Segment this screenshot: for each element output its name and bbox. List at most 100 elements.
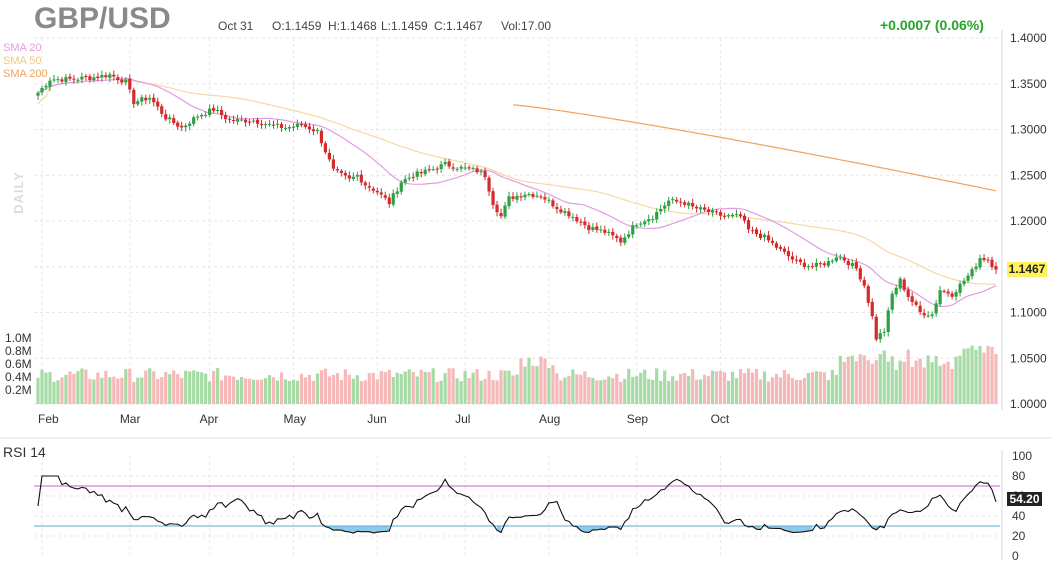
candle-body [287,127,292,129]
candle-body [383,195,387,198]
candle-body [563,211,567,214]
volume-bar [36,377,40,404]
volume-bar [523,366,527,404]
candle-body [475,168,479,173]
volume-bar [515,374,519,404]
volume-bar [291,379,296,404]
volume-bar [882,350,886,404]
volume-bar [263,378,268,404]
volume-bar [192,370,196,404]
candle-body [695,206,699,209]
candle-body [651,219,655,221]
candle-body [627,234,631,238]
candle-body [986,259,990,261]
candle-body [267,123,272,125]
candle-body [339,170,343,173]
volume-bar [144,370,148,404]
volume-bar [958,355,962,404]
candle-body [790,256,795,260]
volume-bar [707,376,711,404]
volume-bar [231,376,236,404]
volume-bar [427,372,431,404]
volume-bar [695,379,699,404]
candle-body [738,214,743,217]
candle-body [443,162,447,165]
candle-body [707,209,711,213]
price-change: +0.0007 (0.06%) [880,17,984,33]
sma-200-line [512,104,997,192]
volume-bar [579,374,583,404]
volume-bar [423,371,427,404]
candle-body [810,266,814,268]
candle-body [898,278,902,289]
price-tick-label: 1.1000 [1010,306,1047,320]
candle-body [595,226,599,230]
candle-body [870,301,874,317]
candle-body [710,210,715,213]
volume-readout: Vol:17.00 [501,19,552,33]
candle-body [527,194,531,196]
candle-body [251,120,256,122]
volume-bar [842,361,846,404]
volume-bar [88,378,92,404]
volume-bar [375,379,379,404]
candle-body [798,259,803,263]
candle-body [263,124,268,126]
volume-bar [247,378,252,404]
volume-bar [962,348,966,404]
volume-bar [555,373,559,404]
volume-bar [383,372,387,404]
candle-body [758,233,763,238]
volume-bar [906,349,910,404]
volume-bar [663,370,667,404]
volume-bar [742,373,747,404]
candle-body [571,216,575,218]
volume-bar [112,376,116,404]
volume-tick-label: 0.2M [5,383,32,397]
volume-bar [870,363,874,404]
price-tick-label: 1.0000 [1010,397,1047,411]
volume-bar [259,379,264,404]
candle-body [543,197,547,200]
volume-bar [543,358,547,404]
volume-bar [495,380,499,404]
volume-bar [419,369,423,404]
volume-bar [104,370,108,404]
volume-bar [974,349,978,404]
low-readout: L:1.1459 [381,19,428,33]
candle-body [164,114,168,120]
candle-body [523,194,527,198]
high-readout: H:1.1468 [328,19,377,33]
volume-bar [499,370,503,404]
volume-bar [539,356,543,404]
candle-body [144,97,148,101]
candle-body [782,248,787,252]
volume-bar [164,372,168,404]
candle-body [994,266,998,270]
candle-body [607,231,611,233]
volume-bar [703,374,707,404]
volume-bar [463,370,467,404]
month-tick-label: May [283,412,306,426]
candle-body [890,293,894,310]
candle-body [124,79,128,83]
volume-bar [72,373,76,404]
volume-bar [890,356,894,404]
volume-bar [575,374,579,404]
candle-body [295,123,300,127]
month-tick-label: Jun [367,412,386,426]
candle-body [854,262,858,269]
candle-body [315,129,320,132]
volume-bar [415,376,419,404]
volume-tick-label: 1.0M [5,331,32,345]
volume-bar [471,372,475,404]
volume-bar [176,374,180,404]
volume-bar [994,354,998,404]
volume-bar [766,381,771,404]
candle-body [746,220,751,230]
candle-body [850,263,854,267]
volume-bar [271,377,276,404]
candle-body [611,231,615,236]
rsi-tick-label: 80 [1012,469,1026,483]
